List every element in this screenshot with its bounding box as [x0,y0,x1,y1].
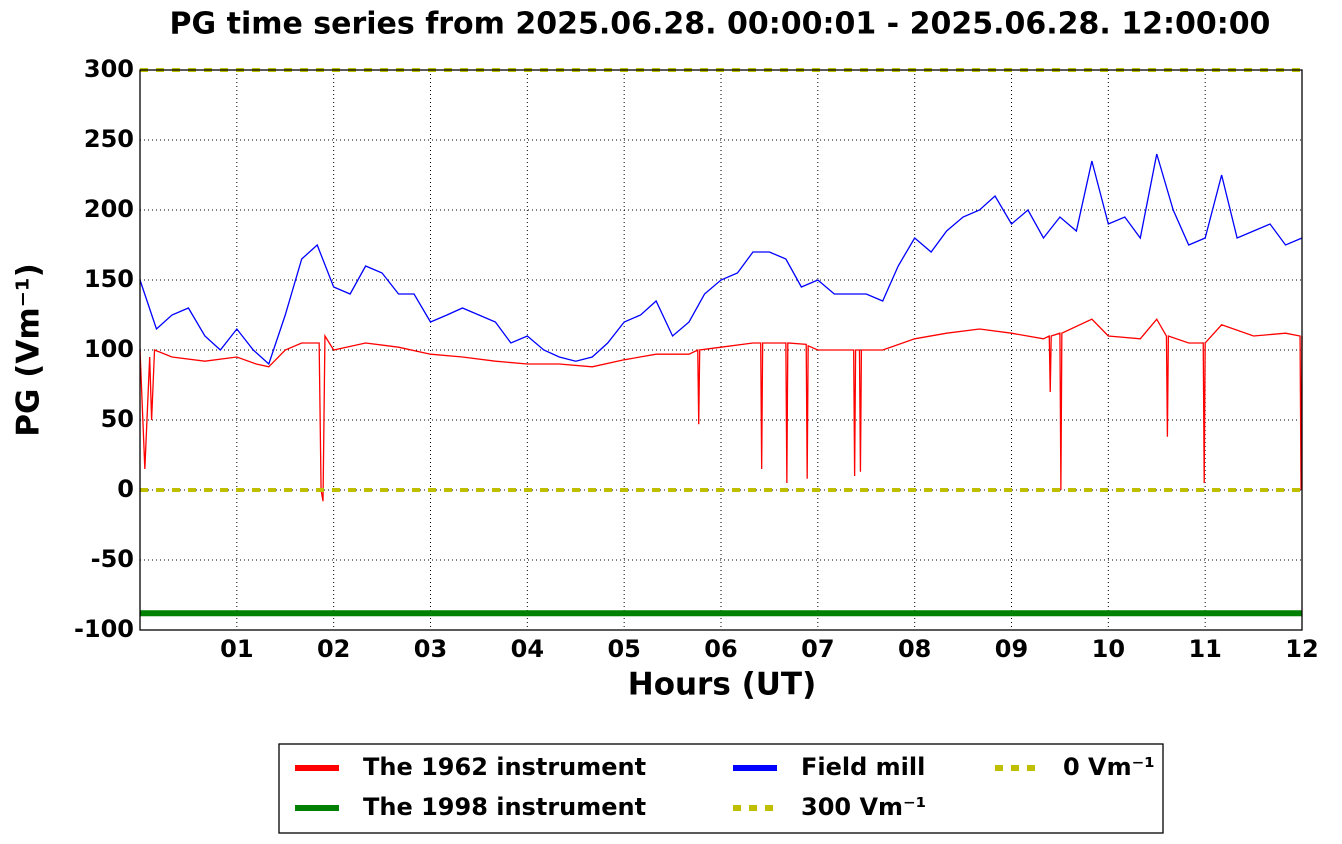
legend-label: 0 Vm⁻¹ [1063,753,1155,781]
chart-title: PG time series from 2025.06.28. 00:00:01… [170,7,1271,42]
y-axis-label: PG (Vm⁻¹) [11,263,47,437]
plot-frame [139,69,1303,631]
legend-label: 300 Vm⁻¹ [801,793,926,821]
legend-label: The 1998 instrument [363,793,646,821]
x-tick-label: 03 [414,635,447,663]
legend-label: Field mill [801,753,925,781]
x-tick-label: 08 [898,635,931,663]
y-tick-label: -50 [91,545,134,573]
y-tick-label: 0 [117,475,134,503]
x-tick-label: 04 [511,635,544,663]
x-tick-label: 01 [220,635,253,663]
legend-label: The 1962 instrument [363,753,646,781]
y-tick-label: -100 [74,615,134,643]
series-line [139,318,1303,502]
y-tick-label: 200 [84,195,134,223]
y-tick-label: 150 [84,265,134,293]
series-line [139,153,1303,366]
x-tick-label: 06 [704,635,737,663]
x-tick-label: 02 [317,635,350,663]
x-tick-label: 12 [1285,635,1318,663]
y-tick-label: 100 [84,335,134,363]
x-tick-label: 09 [995,635,1028,663]
x-axis-label: Hours (UT) [628,667,817,703]
x-tick-label: 10 [1092,635,1125,663]
x-tick-label: 11 [1188,635,1221,663]
y-tick-label: 50 [101,405,134,433]
x-tick-label: 05 [607,635,640,663]
y-tick-label: 300 [84,55,134,83]
y-tick-label: 250 [84,125,134,153]
legend-box [278,743,1164,834]
x-tick-label: 07 [801,635,834,663]
